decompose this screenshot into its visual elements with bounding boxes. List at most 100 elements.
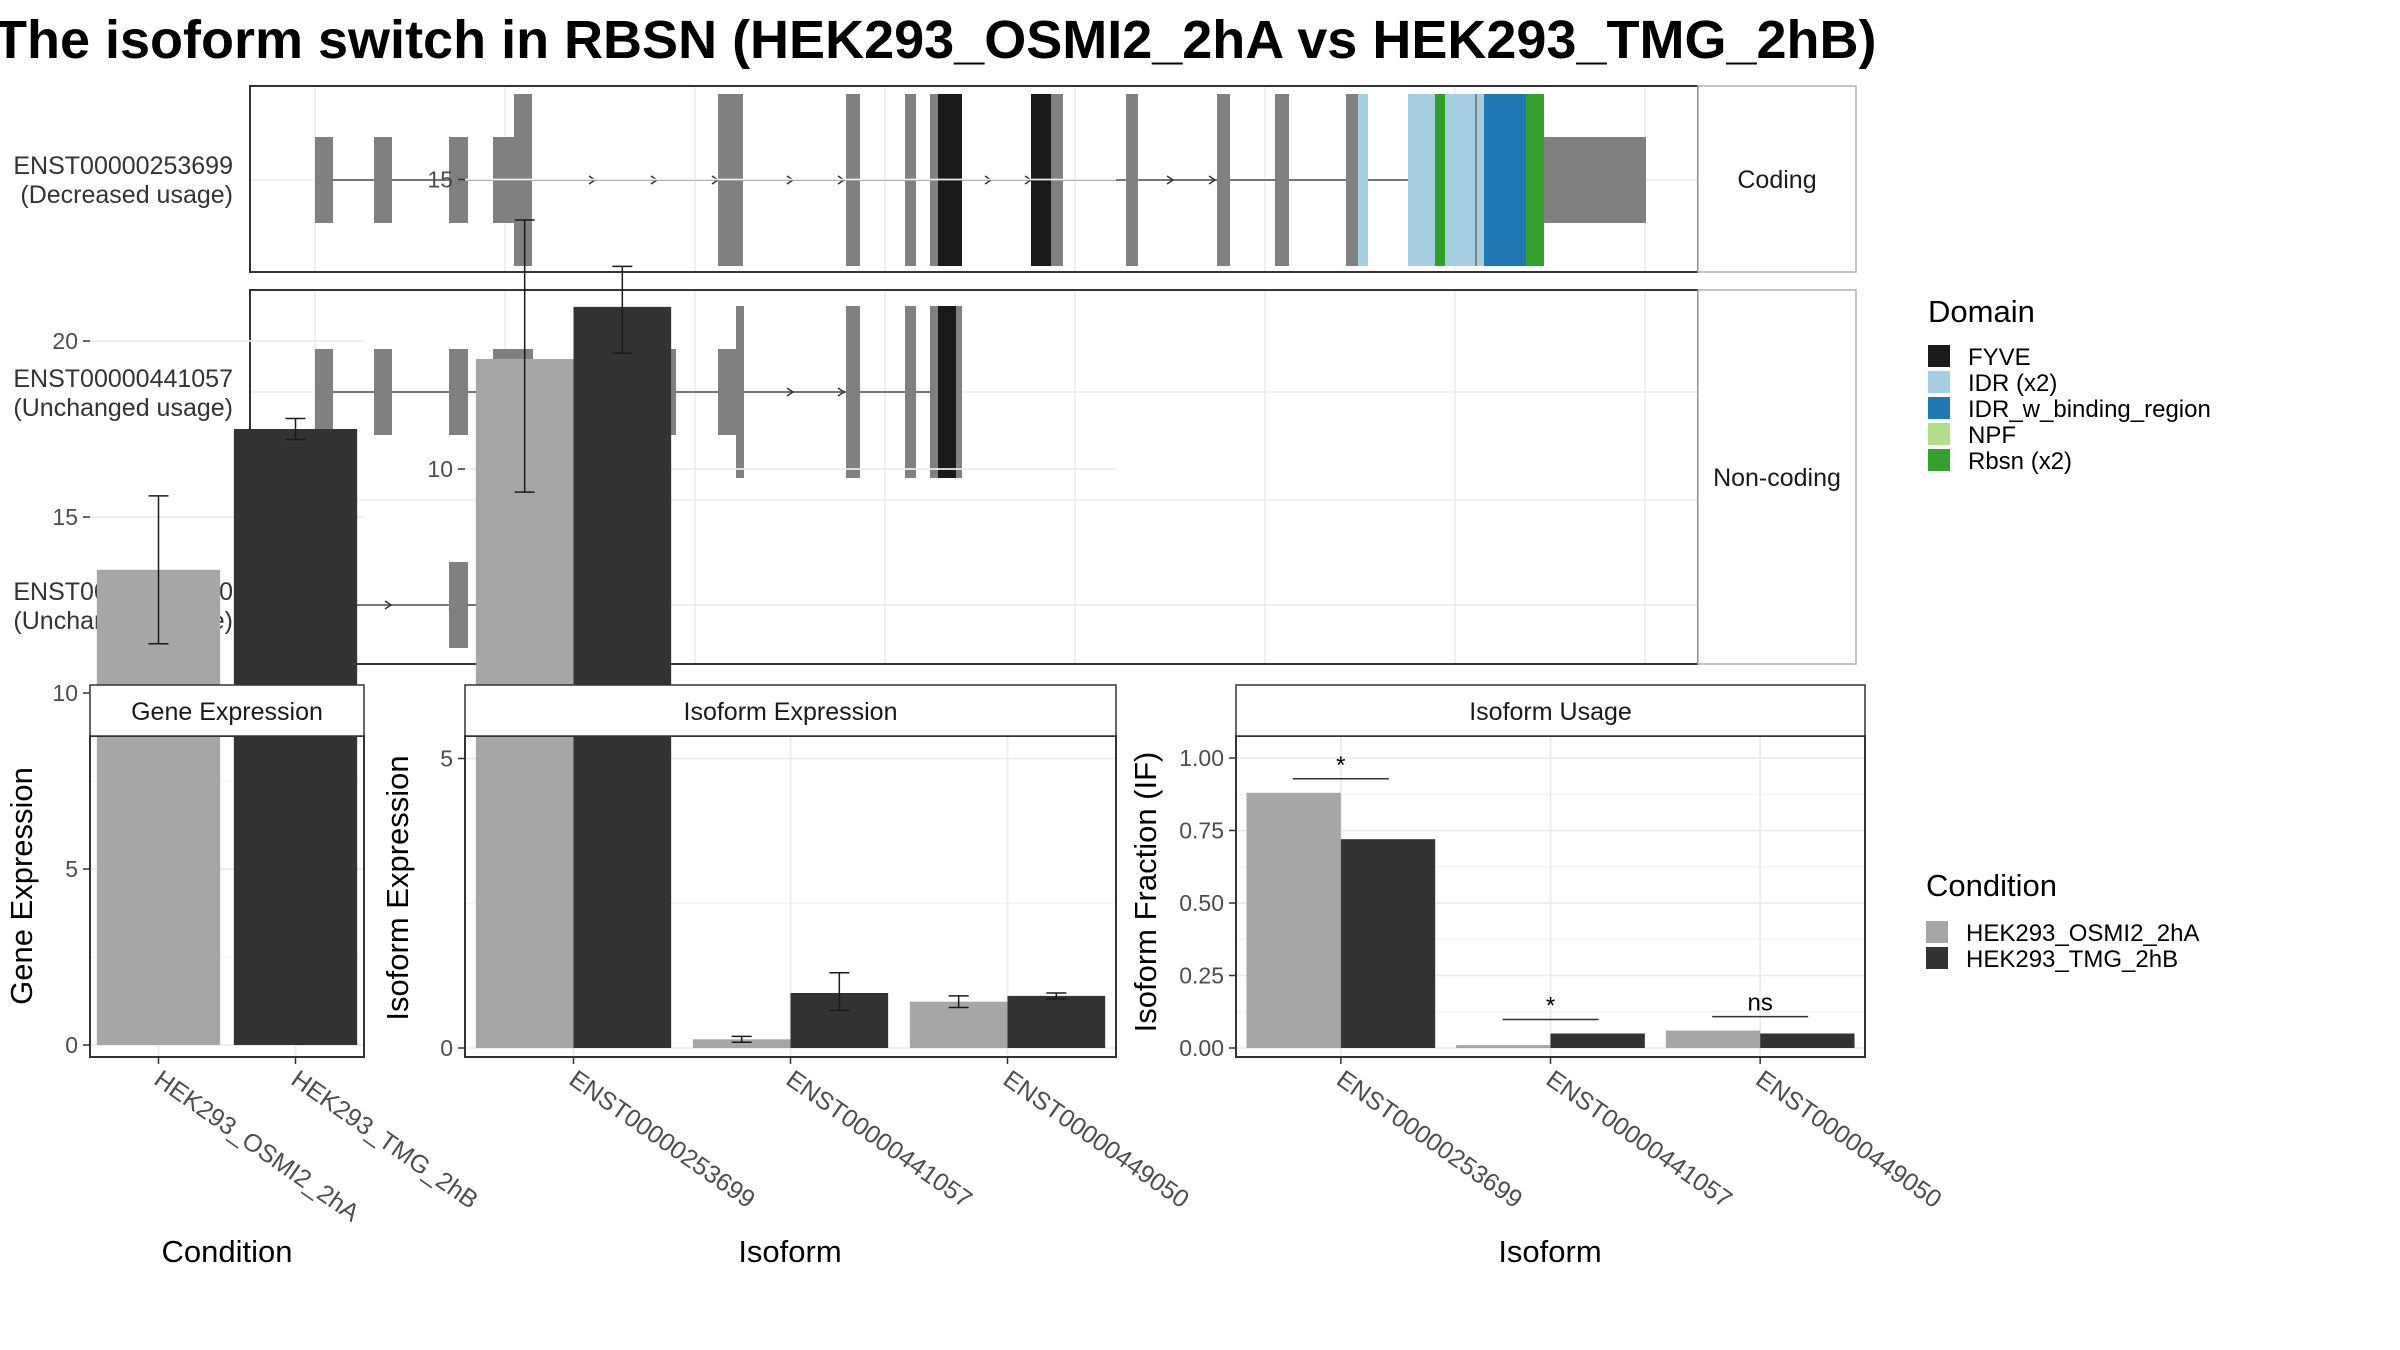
legend-label: HEK293_TMG_2hB [1966,946,2178,973]
legend-label: HEK293_OSMI2_2hA [1966,920,2199,947]
transcript-label-id: ENST00000441057 [13,365,233,393]
rbsn-domain [1435,94,1445,266]
transcript-label-usage: (Unchanged usage) [13,394,233,422]
y-tick-label: 0.25 [1179,963,1224,989]
noncoding-strip-label: Non-coding [1713,464,1841,492]
exon [736,306,744,478]
noncoding-strip [1697,289,1857,665]
strand-arrow [786,387,795,397]
y-tick-label: 0.00 [1179,1035,1224,1061]
strand-arrow [1208,175,1217,185]
legend-swatch [1926,921,1948,943]
x-tick-label: ENST00000253699 [1331,1065,1527,1214]
error-bar [612,265,633,354]
x-tick-label: ENST00000441057 [1541,1065,1737,1214]
strand-arrow [384,600,393,610]
bar [1760,1033,1855,1048]
exon [930,306,938,478]
significance-label: * [1336,752,1345,779]
strip [464,684,1117,737]
strip-title: Gene Expression [131,698,323,726]
error-bar [948,995,969,1009]
y-tick-label: 0.50 [1179,890,1224,916]
coding-strip-label: Coding [1737,166,1816,194]
y-tick-label: 20 [52,328,78,354]
bar [909,1001,1008,1048]
x-axis-title: Condition [162,1234,293,1269]
bar [96,569,221,1045]
chart-isoform-usage: * * ns Isoform Usage 0.00 0.25 0.50 0.75 1.00 Iso… [1128,684,1947,1269]
legend-label: NPF [1968,422,2016,449]
figure-title: The isoform switch in RBSN (HEK293_OSMI2… [0,10,1877,70]
exon [956,306,962,478]
exon [905,306,916,478]
y-tick-label: 15 [52,504,78,530]
strip [89,684,365,737]
strand-arrow [837,387,846,397]
coding-strip [1697,85,1857,273]
cds-exon [1275,94,1289,266]
exon [315,137,333,223]
idr-domain [1408,94,1435,266]
utr-exon [1544,137,1646,223]
error-bar [731,1035,752,1043]
idr-binding-domain [1484,94,1526,266]
y-axis-title: Isoform Fraction (IF) [1128,752,1163,1033]
x-axis-title: Isoform [1498,1234,1601,1269]
idr-domain [1445,94,1475,266]
cds-exon [1475,94,1477,266]
cds-exon [1217,94,1230,266]
bar [692,1039,791,1048]
transcript-label-usage: (Decreased usage) [20,181,233,209]
error-bar [1046,992,1067,1000]
strip-title: Isoform Usage [1469,698,1632,726]
bar [1007,995,1106,1048]
x-tick-label: ENST00000253699 [564,1065,760,1214]
significance-label: ns [1747,990,1772,1017]
legend-swatch [1928,423,1950,445]
legend-label: FYVE [1968,344,2031,371]
cds-exon [1346,94,1358,266]
bar [1246,792,1341,1048]
legend-swatch [1928,371,1950,393]
bar [1550,1033,1645,1048]
exon [449,349,468,435]
strip-title: Isoform Expression [684,698,898,726]
domain-legend-title: Domain [1928,294,2035,329]
significance-label: * [1546,993,1555,1020]
bar [1665,1030,1761,1048]
error-bar [148,495,169,645]
legend-swatch [1926,947,1948,969]
error-bar [829,971,850,1012]
y-tick-label: 0.75 [1179,818,1224,844]
x-tick-label: ENST00000441057 [781,1065,977,1214]
exon [374,137,392,223]
legend-swatch [1928,397,1950,419]
legend-swatch [1928,449,1950,471]
y-tick-label: 10 [427,456,453,482]
legend-swatch [1928,345,1950,367]
y-axis-title: Isoform Expression [380,755,415,1020]
fyve-domain [938,306,956,478]
y-tick-label: 0 [440,1035,453,1061]
exon [374,349,392,435]
x-axis-title: Isoform [738,1234,841,1269]
chart-isoform-expression: Isoform Expression 0 5 10 15 Isoform Expressi… [380,167,1194,1270]
y-tick-label: 0 [65,1032,78,1058]
y-tick-label: 5 [65,856,78,882]
idr-domain [1477,94,1484,266]
x-tick-label: ENST00000449050 [1751,1065,1947,1214]
exon [315,349,333,435]
y-tick-label: 15 [427,167,453,193]
y-tick-label: 1.00 [1179,745,1224,771]
exon [449,562,468,648]
y-axis-title: Gene Expression [4,767,39,1005]
transcript-label-id: ENST00000253699 [13,152,233,180]
bar [1340,839,1436,1048]
rbsn-domain [1526,94,1544,266]
condition-legend-title: Condition [1926,868,2057,903]
cds-exon [1126,94,1138,266]
